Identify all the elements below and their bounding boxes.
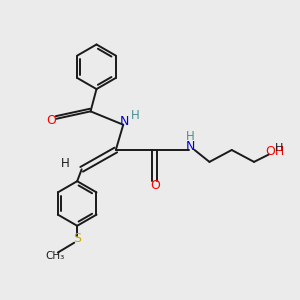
Text: H: H bbox=[275, 142, 284, 153]
Text: CH₃: CH₃ bbox=[46, 250, 65, 260]
Text: S: S bbox=[73, 232, 81, 245]
Text: N: N bbox=[120, 115, 129, 128]
Text: O: O bbox=[46, 114, 56, 127]
Text: H: H bbox=[131, 109, 140, 122]
Text: H: H bbox=[186, 130, 194, 143]
Text: OH: OH bbox=[265, 145, 284, 158]
Text: N: N bbox=[185, 140, 195, 153]
Text: O: O bbox=[150, 179, 160, 192]
Text: H: H bbox=[61, 157, 70, 170]
